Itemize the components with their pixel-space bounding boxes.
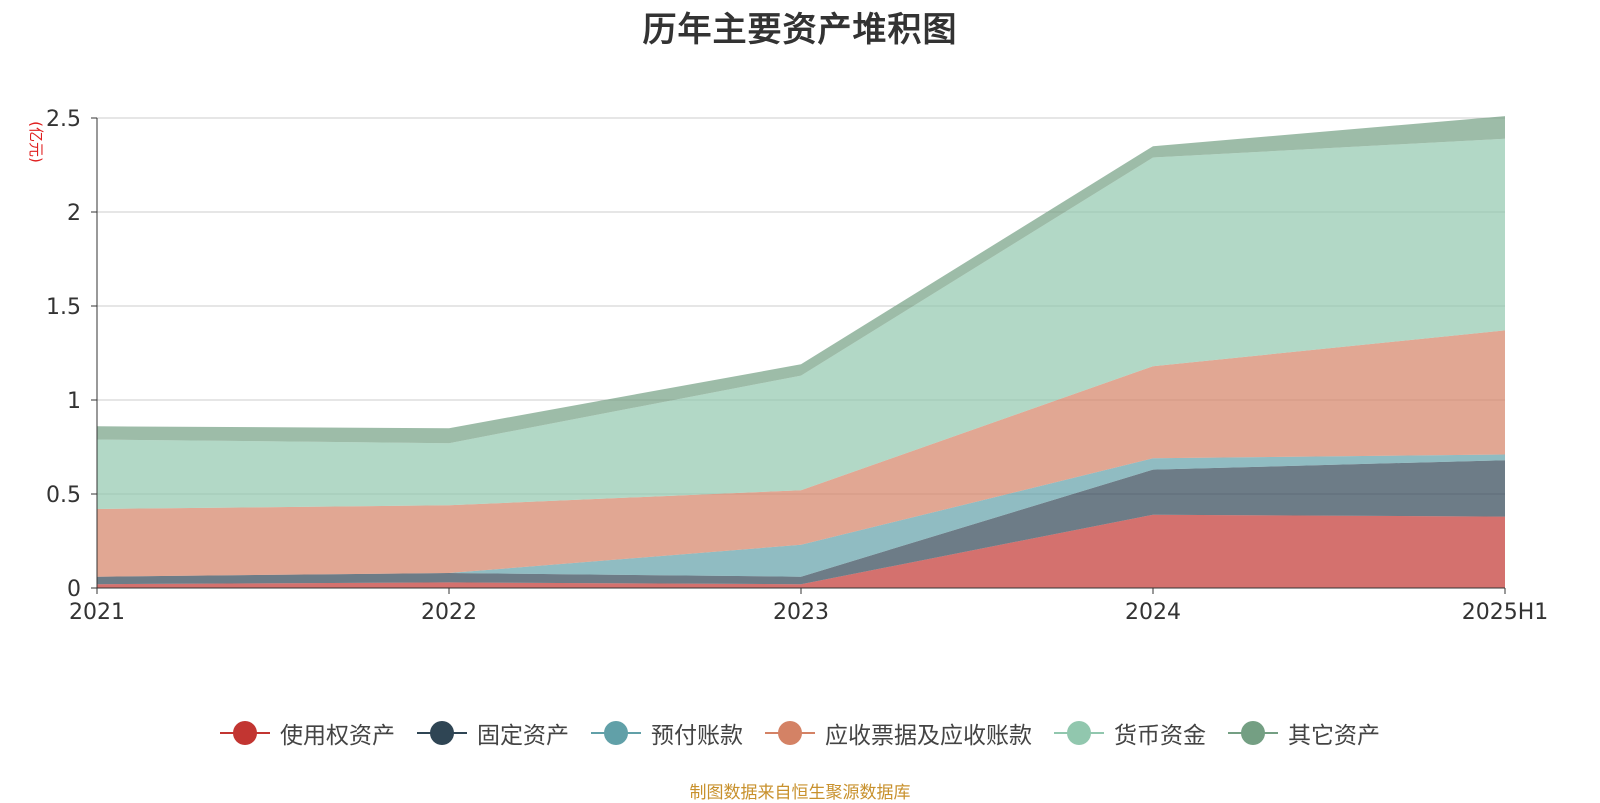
legend-label: 货币资金 <box>1114 723 1206 749</box>
legend-label: 应收票据及应收账款 <box>825 723 1032 749</box>
data-point-series-5-2024[interactable] <box>1150 143 1156 149</box>
legend-marker-icon <box>417 721 467 745</box>
chart-title: 历年主要资产堆积图 <box>642 10 958 50</box>
legend-item-5[interactable]: 其它资产 <box>1228 716 1380 750</box>
area-series-4[interactable]: 货币资金 <box>97 138 1505 509</box>
area-series-0[interactable]: 使用权资产 <box>97 514 1505 588</box>
x-tick-label: 2024 <box>1125 600 1181 625</box>
legend-marker-icon <box>1054 721 1104 745</box>
y-tick-label: 0.5 <box>46 483 81 508</box>
legend: 使用权资产 固定资产 预付账款 应收票据及应收账款 货币资金 其它资产 <box>0 716 1600 750</box>
legend-label: 其它资产 <box>1288 723 1380 749</box>
area-series-1[interactable]: 固定资产 <box>97 460 1505 585</box>
legend-marker-icon <box>220 721 270 745</box>
y-tick-label: 2.5 <box>46 107 81 132</box>
y-tick-label: 1.5 <box>46 295 81 320</box>
legend-marker-icon <box>765 721 815 745</box>
x-tick-label: 2023 <box>773 600 829 625</box>
legend-label: 使用权资产 <box>280 723 395 749</box>
legend-item-1[interactable]: 固定资产 <box>417 716 569 750</box>
data-point-series-5-2025H1[interactable] <box>1502 113 1508 119</box>
y-tick-label: 2 <box>67 201 81 226</box>
y-tick-label: 0 <box>67 577 81 602</box>
x-tick-label: 2025H1 <box>1462 600 1549 625</box>
source-note: 制图数据来自恒生聚源数据库 <box>689 783 911 803</box>
legend-item-2[interactable]: 预付账款 <box>591 716 743 750</box>
legend-marker-icon <box>1228 721 1278 745</box>
legend-item-0[interactable]: 使用权资产 <box>220 716 395 750</box>
data-point-series-5-2022[interactable] <box>446 425 452 431</box>
data-point-series-5-2023[interactable] <box>798 361 804 367</box>
y-axis-unit-label: (亿元) <box>27 121 45 163</box>
legend-label: 预付账款 <box>651 723 743 749</box>
legend-item-4[interactable]: 货币资金 <box>1054 716 1206 750</box>
legend-marker-icon <box>591 721 641 745</box>
area-series-2[interactable]: 预付账款 <box>97 454 1505 577</box>
area-series-3[interactable]: 应收票据及应收账款 <box>97 330 1505 577</box>
legend-item-3[interactable]: 应收票据及应收账款 <box>765 716 1032 750</box>
x-tick-label: 2021 <box>69 600 125 625</box>
x-tick-label: 2022 <box>421 600 477 625</box>
legend-label: 固定资产 <box>477 723 569 749</box>
y-tick-label: 1 <box>67 389 81 414</box>
